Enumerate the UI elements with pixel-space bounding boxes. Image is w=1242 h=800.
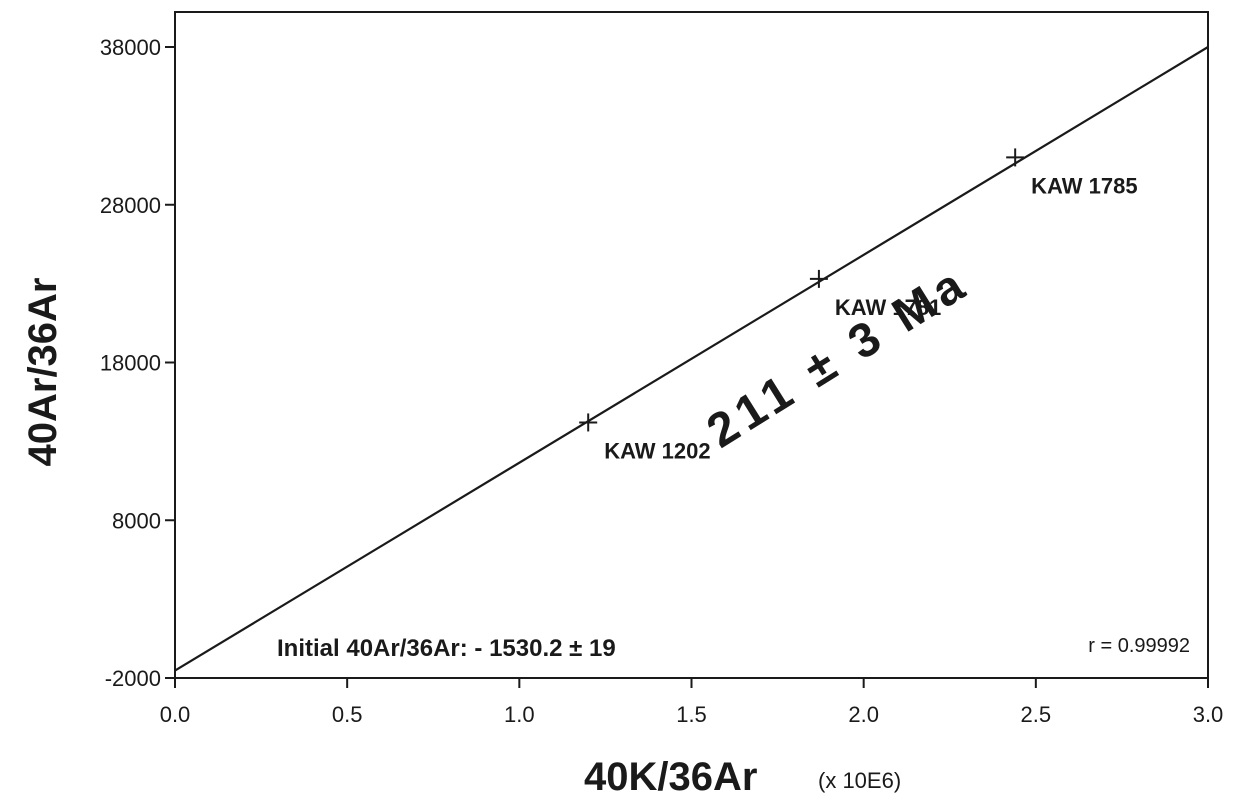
initial-ratio-annotation: Initial 40Ar/36Ar: - 1530.2 ± 19 [277,635,616,662]
x-tick-label: 1.0 [504,702,535,727]
y-tick-label: 38000 [100,35,161,60]
y-tick-label: 18000 [100,351,161,376]
x-axis-unit: (x 10E6) [818,768,901,793]
point-label: KAW 1781 [835,295,941,320]
correlation-annotation: r = 0.99992 [1088,635,1190,657]
x-tick-label: 0.5 [332,702,363,727]
data-point: KAW 1781 [809,269,941,320]
y-axis: -2000 8000 18000 28000 38000 [100,35,175,691]
x-tick-label: 1.5 [676,702,707,727]
point-label: KAW 1785 [1031,173,1137,198]
regression-line [174,46,1209,672]
y-axis-title: 40Ar/36Ar [21,277,65,466]
age-annotation: 211 ± 3 Ma [698,256,978,458]
y-tick-label: -2000 [105,666,161,691]
x-tick-label: 2.0 [848,702,879,727]
x-tick-label: 2.5 [1021,702,1052,727]
data-point: KAW 1202 [579,413,711,463]
y-tick-label: 28000 [100,193,161,218]
point-label: KAW 1202 [604,438,710,463]
y-tick-label: 8000 [112,508,161,533]
x-axis: 0.0 0.5 1.0 1.5 2.0 2.5 3.0 [160,678,1224,727]
data-points: KAW 1202 KAW 1781 KAW 1785 [579,148,1138,463]
x-tick-label: 3.0 [1193,702,1224,727]
x-tick-label: 0.0 [160,702,191,727]
x-axis-title: 40K/36Ar [584,755,757,799]
data-point: KAW 1785 [1006,148,1138,198]
